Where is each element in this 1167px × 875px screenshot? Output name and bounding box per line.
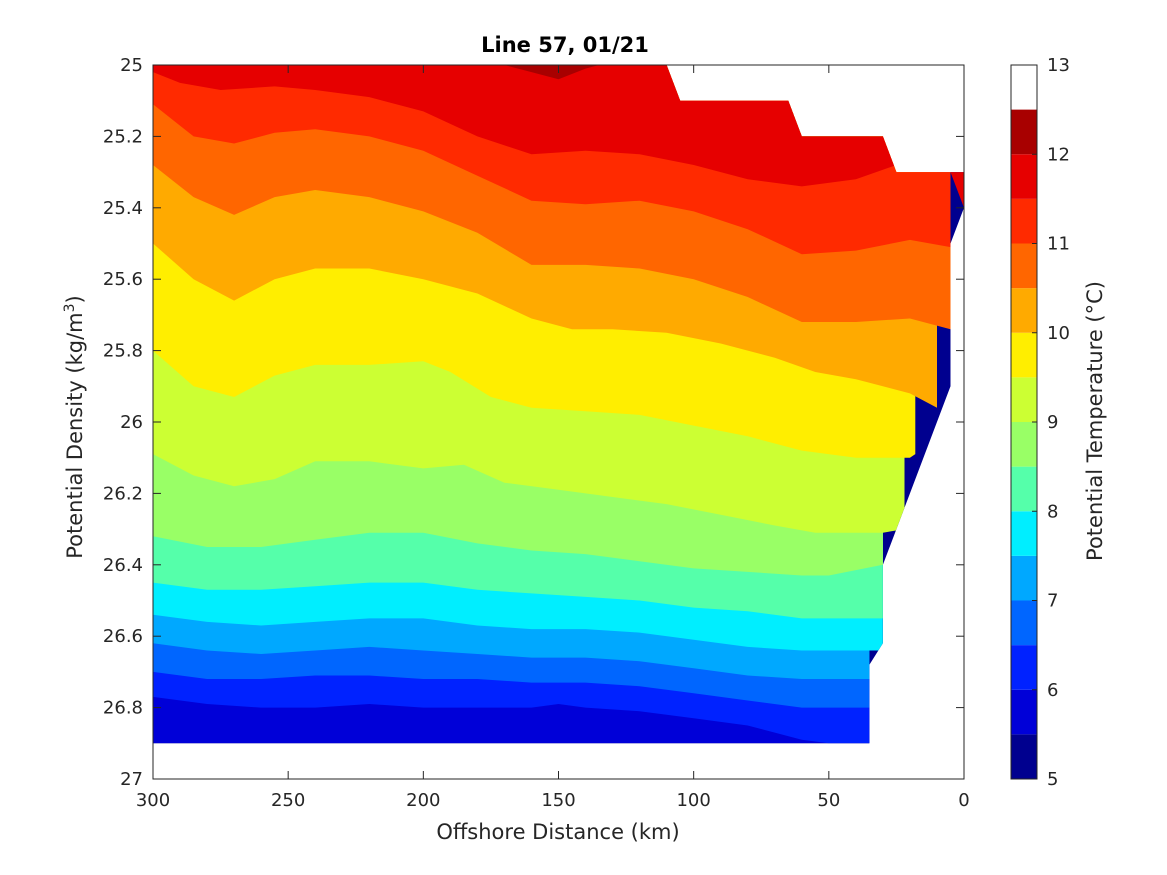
contour-bands	[153, 65, 964, 744]
x-tick-label: 100	[676, 790, 710, 811]
y-tick-label: 26	[120, 412, 143, 433]
colorbar-swatch	[1011, 332, 1037, 378]
colorbar-swatch	[1011, 600, 1037, 646]
x-tick-label: 250	[271, 790, 305, 811]
y-tick-label: 26.2	[103, 483, 143, 504]
y-tick-label: 26.4	[103, 555, 143, 576]
colorbar-tick-label: 12	[1047, 144, 1070, 165]
colorbar-tick-label: 7	[1047, 591, 1058, 612]
y-tick-label: 26.8	[103, 698, 143, 719]
colorbar-swatch	[1011, 377, 1037, 422]
y-axis-label-close: )	[63, 295, 87, 303]
colorbar-swatch	[1011, 422, 1037, 467]
colorbar-swatch	[1011, 109, 1037, 155]
y-tick-label: 25.4	[103, 198, 143, 219]
colorbar-swatch	[1011, 198, 1037, 244]
y-tick-label: 25.2	[103, 126, 143, 147]
colorbar-swatch	[1011, 645, 1037, 690]
colorbar-tick-label: 6	[1047, 680, 1058, 701]
x-tick-label: 50	[817, 790, 840, 811]
colorbar-tick-label: 5	[1047, 769, 1058, 790]
y-axis-label-superscript: 3	[62, 303, 78, 312]
x-tick-label: 150	[541, 790, 575, 811]
y-tick-label: 25	[120, 55, 143, 76]
colorbar-swatch	[1011, 734, 1037, 779]
y-axis-label-main: Potential Density (kg/m	[63, 312, 87, 558]
y-axis: 25 25.2 25.4 25.6 25.8 26 26.2 26.4 26.6 26.8 27	[103, 55, 964, 790]
colorbar-swatch	[1011, 288, 1037, 333]
colorbar-tick-label: 8	[1047, 501, 1058, 522]
colorbar	[1011, 109, 1037, 779]
x-tick-label: 0	[958, 790, 969, 811]
x-tick-label: 300	[136, 790, 170, 811]
x-axis: 300 250 200 150 100 50 0	[136, 65, 970, 811]
contour-band	[504, 65, 599, 80]
y-tick-label: 27	[120, 769, 143, 790]
colorbar-tick-label: 11	[1047, 234, 1070, 255]
colorbar-tick-label: 13	[1047, 55, 1070, 76]
colorbar-tick-label: 9	[1047, 412, 1058, 433]
colorbar-swatch	[1011, 466, 1037, 512]
chart-title: Line 57, 01/21	[481, 33, 649, 57]
y-axis-label: Potential Density (kg/m3)	[62, 295, 87, 559]
colorbar-swatch	[1011, 511, 1037, 556]
colorbar-tick-label: 10	[1047, 323, 1070, 344]
y-tick-label: 26.6	[103, 626, 143, 647]
colorbar-swatch	[1011, 555, 1037, 601]
x-axis-label: Offshore Distance (km)	[436, 820, 679, 844]
colorbar-swatch	[1011, 243, 1037, 289]
colorbar-label: Potential Temperature (°C)	[1083, 281, 1107, 561]
plot-area	[153, 65, 964, 744]
colorbar-swatch	[1011, 154, 1037, 199]
colorbar-swatch	[1011, 689, 1037, 735]
x-tick-label: 200	[406, 790, 440, 811]
y-tick-label: 25.8	[103, 341, 143, 362]
colorbar-ticks: 5 6 7 8 9 10 11 12 13	[1032, 55, 1070, 790]
y-tick-label: 25.6	[103, 269, 143, 290]
